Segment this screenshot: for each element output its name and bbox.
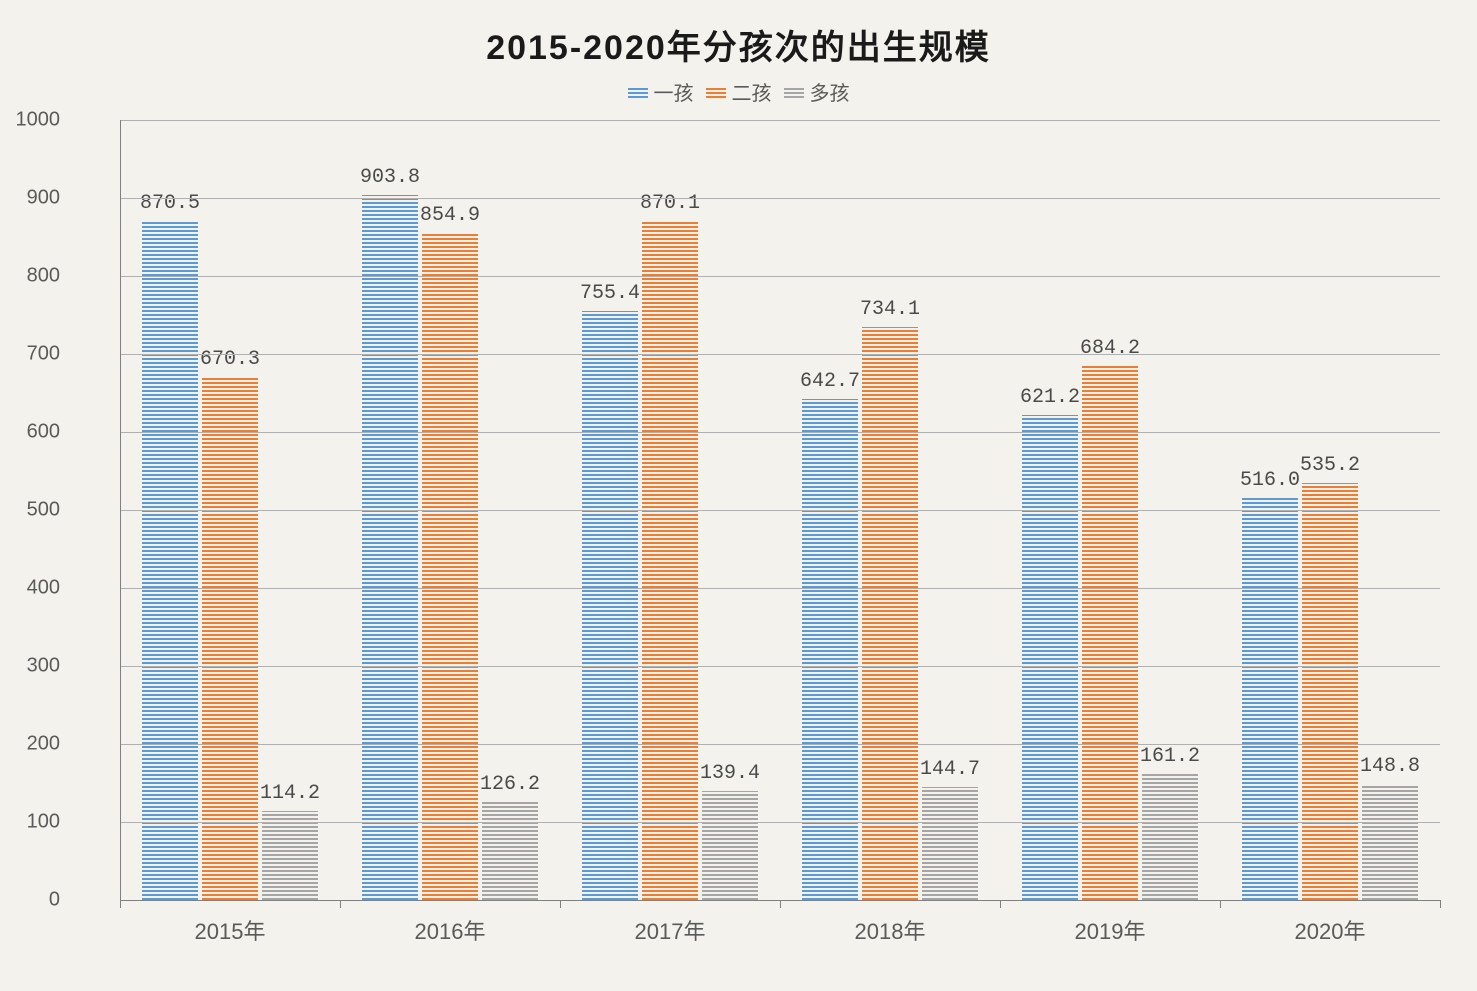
- bar-value-label: 139.4: [680, 762, 780, 785]
- legend-item: 二孩: [706, 77, 772, 106]
- gridline: [120, 120, 1440, 121]
- bar-value-label: 854.9: [400, 204, 500, 227]
- bar-value-label: 870.1: [620, 192, 720, 215]
- x-tick: [1000, 900, 1001, 908]
- bar-value-label: 161.2: [1120, 745, 1220, 768]
- y-tick-label: 200: [10, 733, 60, 756]
- bar-value-label: 684.2: [1060, 337, 1160, 360]
- gridline: [120, 510, 1440, 511]
- bar: [1302, 483, 1358, 900]
- bar: [862, 327, 918, 900]
- x-tick: [1220, 900, 1221, 908]
- y-tick-label: 400: [10, 577, 60, 600]
- x-axis-labels: 2015年2016年2017年2018年2019年2020年: [120, 914, 1440, 946]
- gridline: [120, 588, 1440, 589]
- x-tick: [560, 900, 561, 908]
- x-tick-label: 2020年: [1220, 914, 1440, 946]
- bar: [1362, 784, 1418, 900]
- bar: [1142, 774, 1198, 900]
- bar: [362, 195, 418, 900]
- y-tick-label: 100: [10, 811, 60, 834]
- bar: [1022, 415, 1078, 900]
- bar-value-label: 670.3: [180, 348, 280, 371]
- x-tick: [340, 900, 341, 908]
- y-tick-label: 700: [10, 343, 60, 366]
- gridline: [120, 822, 1440, 823]
- x-tick-label: 2016年: [340, 914, 560, 946]
- y-tick-label: 0: [10, 889, 60, 912]
- bar: [142, 221, 198, 900]
- chart-title: 2015-2020年分孩次的出生规模: [0, 0, 1477, 69]
- gridline: [120, 744, 1440, 745]
- bar-value-label: 114.2: [240, 782, 340, 805]
- y-tick-label: 600: [10, 421, 60, 444]
- bar: [482, 802, 538, 900]
- bar-value-label: 126.2: [460, 773, 560, 796]
- legend-label: 二孩: [732, 77, 772, 106]
- x-tick: [120, 900, 121, 908]
- y-tick-label: 300: [10, 655, 60, 678]
- x-tick: [780, 900, 781, 908]
- bar-value-label: 903.8: [340, 166, 440, 189]
- bar: [702, 791, 758, 900]
- bar-value-label: 734.1: [840, 298, 940, 321]
- bar: [922, 787, 978, 900]
- gridline: [120, 666, 1440, 667]
- legend-swatch: [628, 86, 648, 98]
- bar: [802, 399, 858, 900]
- bar-value-label: 535.2: [1280, 454, 1380, 477]
- x-tick-label: 2019年: [1000, 914, 1220, 946]
- bar: [422, 233, 478, 900]
- gridline: [120, 198, 1440, 199]
- legend-label: 多孩: [810, 77, 850, 106]
- gridline: [120, 354, 1440, 355]
- bar-value-label: 148.8: [1340, 755, 1440, 778]
- bar: [262, 811, 318, 900]
- legend-item: 多孩: [784, 77, 850, 106]
- gridline: [120, 432, 1440, 433]
- bar: [642, 221, 698, 900]
- bar-value-label: 144.7: [900, 758, 1000, 781]
- bar: [582, 311, 638, 900]
- plot-area: 870.5670.3114.2903.8854.9126.2755.4870.1…: [120, 120, 1440, 900]
- legend-swatch: [784, 86, 804, 98]
- gridline: [120, 276, 1440, 277]
- y-tick-label: 1000: [10, 109, 60, 132]
- x-axis-line: [120, 900, 1440, 901]
- x-tick-label: 2018年: [780, 914, 1000, 946]
- legend-label: 一孩: [654, 77, 694, 106]
- y-tick-label: 500: [10, 499, 60, 522]
- bar-value-label: 870.5: [120, 192, 220, 215]
- x-tick-label: 2015年: [120, 914, 340, 946]
- legend-item: 一孩: [628, 77, 694, 106]
- legend: 一孩 二孩 多孩: [0, 77, 1477, 106]
- x-tick-label: 2017年: [560, 914, 780, 946]
- bar: [1242, 498, 1298, 900]
- x-tick: [1440, 900, 1441, 908]
- y-axis-line: [120, 120, 121, 900]
- y-tick-label: 800: [10, 265, 60, 288]
- legend-swatch: [706, 86, 726, 98]
- bar: [1082, 366, 1138, 900]
- y-tick-label: 900: [10, 187, 60, 210]
